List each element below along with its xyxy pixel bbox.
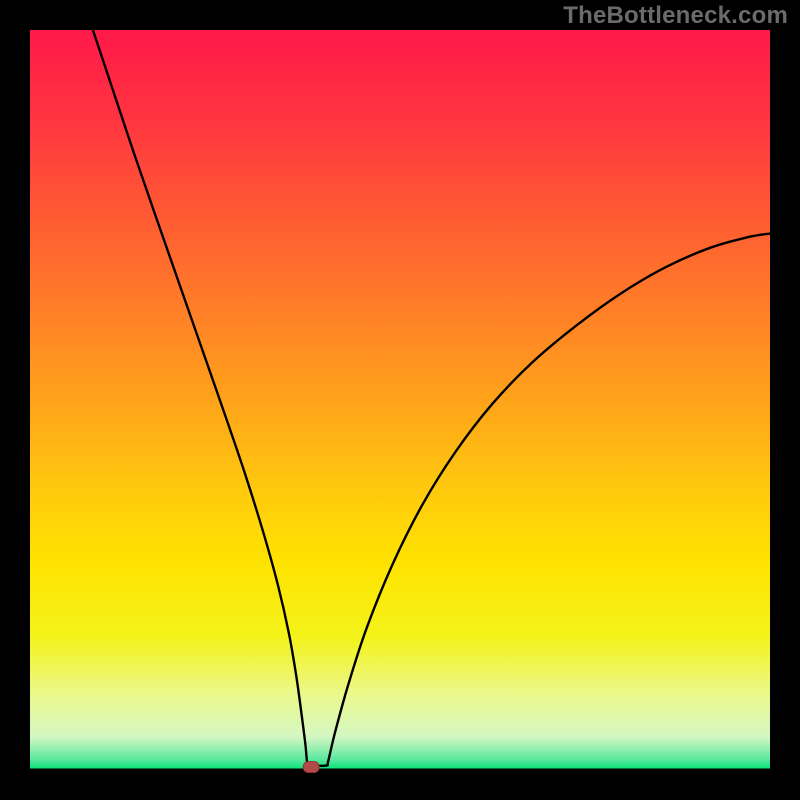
- optimal-marker: [303, 762, 319, 773]
- chart-svg: [0, 0, 800, 800]
- plot-background: [30, 30, 770, 770]
- watermark-text: TheBottleneck.com: [563, 2, 788, 30]
- chart-stage: TheBottleneck.com: [0, 0, 800, 800]
